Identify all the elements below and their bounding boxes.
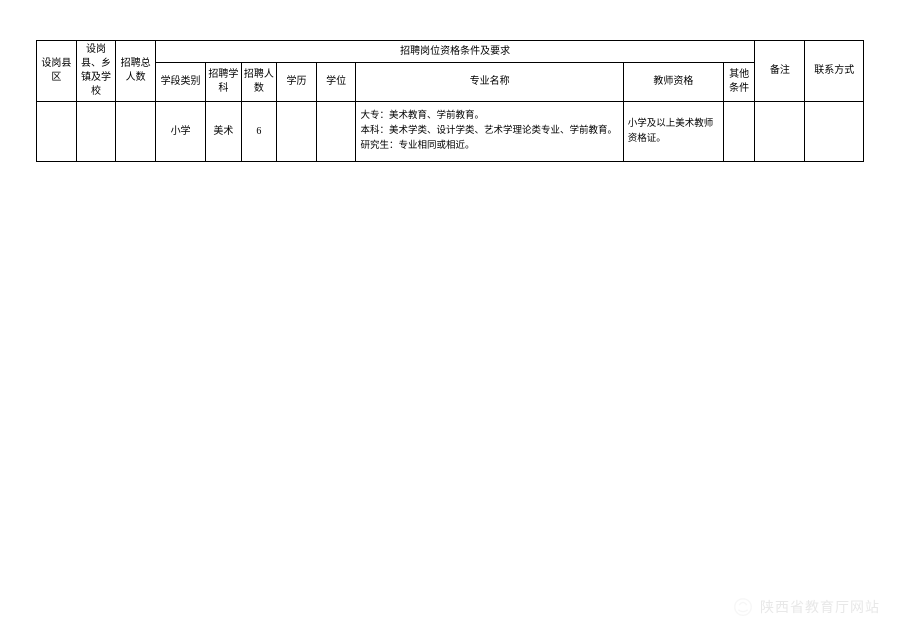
hdr-stage: 学段类别 xyxy=(156,63,206,102)
page: 设岗县区 设岗县、乡镇及学校 招聘总人数 招聘岗位资格条件及要求 备注 联系方式… xyxy=(0,0,900,162)
hdr-subject: 招聘学科 xyxy=(206,63,242,102)
hdr-qualification: 教师资格 xyxy=(623,63,723,102)
cell-total xyxy=(116,102,156,162)
cell-county xyxy=(37,102,77,162)
hdr-school: 设岗县、乡镇及学校 xyxy=(76,41,116,102)
hdr-total: 招聘总人数 xyxy=(116,41,156,102)
hdr-other: 其他条件 xyxy=(724,63,755,102)
hdr-major: 专业名称 xyxy=(356,63,623,102)
cell-other xyxy=(724,102,755,162)
hdr-contact: 联系方式 xyxy=(805,41,864,102)
watermark-icon xyxy=(732,596,754,618)
cell-count: 6 xyxy=(241,102,277,162)
hdr-note: 备注 xyxy=(755,41,805,102)
header-row-1: 设岗县区 设岗县、乡镇及学校 招聘总人数 招聘岗位资格条件及要求 备注 联系方式 xyxy=(37,41,864,63)
hdr-education: 学历 xyxy=(277,63,317,102)
cell-note xyxy=(755,102,805,162)
cell-major: 大专：美术教育、学前教育。本科：美术学类、设计学类、艺术学理论类专业、学前教育。… xyxy=(356,102,623,162)
header-row-2: 学段类别 招聘学科 招聘人数 学历 学位 专业名称 教师资格 其他条件 xyxy=(37,63,864,102)
table-row: 小学 美术 6 大专：美术教育、学前教育。本科：美术学类、设计学类、艺术学理论类… xyxy=(37,102,864,162)
cell-education xyxy=(277,102,317,162)
cell-stage: 小学 xyxy=(156,102,206,162)
cell-qualification: 小学及以上美术教师资格证。 xyxy=(623,102,723,162)
watermark-text: 陕西省教育厅网站 xyxy=(760,597,880,617)
hdr-degree: 学位 xyxy=(316,63,356,102)
hdr-req-group: 招聘岗位资格条件及要求 xyxy=(156,41,755,63)
cell-degree xyxy=(316,102,356,162)
hdr-count: 招聘人数 xyxy=(241,63,277,102)
hdr-county: 设岗县区 xyxy=(37,41,77,102)
cell-subject: 美术 xyxy=(206,102,242,162)
cell-school xyxy=(76,102,116,162)
recruitment-table: 设岗县区 设岗县、乡镇及学校 招聘总人数 招聘岗位资格条件及要求 备注 联系方式… xyxy=(36,40,864,162)
cell-contact xyxy=(805,102,864,162)
watermark: 陕西省教育厅网站 xyxy=(732,596,880,618)
